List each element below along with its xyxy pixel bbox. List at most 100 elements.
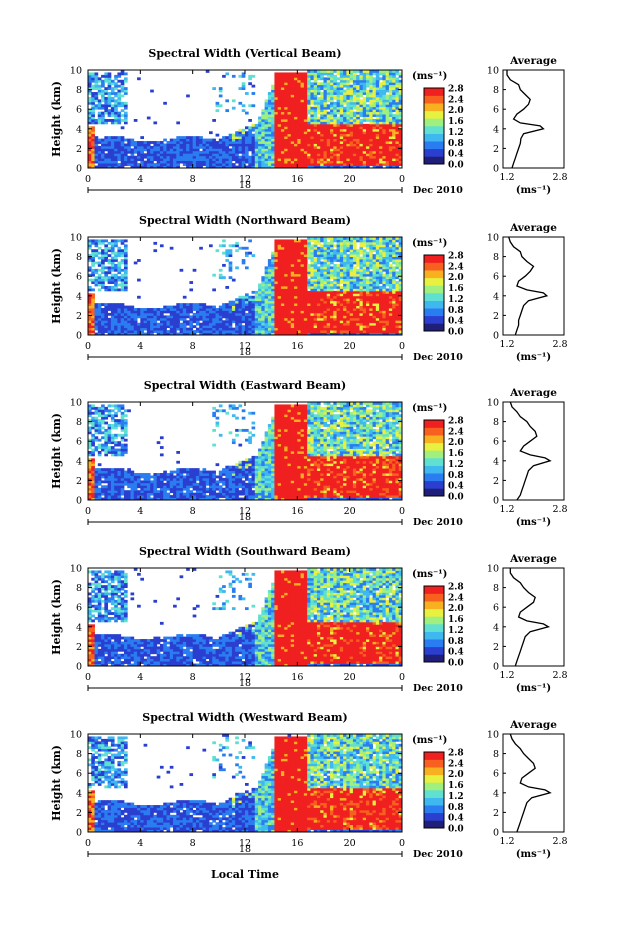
- heatmap-cell: [140, 312, 144, 316]
- heatmap-cell: [290, 165, 295, 169]
- heatmap-cell: [323, 138, 328, 142]
- heatmap-cell: [294, 153, 298, 157]
- heatmap-cell: [330, 106, 334, 110]
- heatmap-cell: [323, 114, 328, 117]
- heatmap-cell: [320, 92, 324, 95]
- heatmap-cell: [330, 246, 334, 250]
- heatmap-cell: [117, 305, 122, 309]
- heatmap-cell: [313, 92, 318, 95]
- heatmap-cell: [277, 303, 282, 306]
- heatmap-cell: [330, 298, 334, 302]
- heatmap-cell: [261, 116, 266, 120]
- heatmap-cell: [343, 295, 347, 299]
- heatmap-cell: [316, 74, 321, 78]
- heatmap-cell: [123, 246, 128, 250]
- heatmap-cell: [101, 99, 105, 103]
- heatmap-cell: [300, 109, 305, 113]
- heatmap-cell: [359, 84, 364, 88]
- heatmap-cell: [271, 141, 275, 144]
- heatmap-cell: [297, 310, 301, 314]
- heatmap-cell: [366, 288, 370, 292]
- heatmap-cell: [392, 104, 396, 108]
- heatmap-cell: [146, 330, 151, 333]
- heatmap-cell: [130, 155, 135, 159]
- heatmap-cell: [297, 244, 301, 248]
- heatmap-cell: [199, 315, 203, 319]
- heatmap-cell: [104, 148, 109, 152]
- heatmap-cell: [343, 290, 347, 294]
- heatmap-cell: [316, 158, 321, 162]
- heatmap-cell: [326, 315, 331, 319]
- heatmap-cell: [385, 138, 390, 142]
- heatmap-cell: [297, 92, 301, 95]
- heatmap-cell: [274, 332, 279, 336]
- heatmap-cell: [150, 330, 154, 333]
- heatmap-cell: [362, 165, 367, 169]
- heatmap-cell: [395, 77, 400, 81]
- heatmap-cell: [375, 109, 380, 113]
- heatmap-cell: [379, 104, 383, 108]
- heatmap-cell: [238, 300, 243, 304]
- heatmap-cell: [245, 251, 249, 255]
- heatmap-cell: [107, 158, 112, 162]
- heatmap-cell: [352, 82, 357, 86]
- heatmap-cell: [320, 261, 324, 265]
- heatmap-cell: [307, 126, 311, 130]
- heatmap-cell: [277, 308, 282, 311]
- heatmap-cell: [326, 141, 331, 144]
- heatmap-cell: [101, 322, 105, 326]
- heatmap-cell: [114, 87, 118, 90]
- heatmap-cell: [303, 300, 308, 304]
- heatmap-cell: [101, 119, 105, 122]
- heatmap-cell: [336, 305, 341, 309]
- heatmap-cell: [316, 278, 321, 282]
- heatmap-cell: [287, 271, 292, 275]
- heatmap-cell: [388, 72, 393, 76]
- heatmap-cell: [140, 150, 144, 154]
- heatmap-cell: [264, 145, 269, 149]
- heatmap-cell: [375, 89, 380, 93]
- heatmap-cell: [398, 123, 403, 127]
- heatmap-cell: [385, 106, 390, 110]
- heatmap-cell: [326, 293, 331, 297]
- heatmap-cell: [359, 128, 364, 132]
- heatmap-cell: [352, 273, 357, 277]
- heatmap-cell: [117, 79, 122, 83]
- heatmap-cell: [287, 256, 292, 260]
- heatmap-cell: [375, 155, 380, 159]
- heatmap-cell: [294, 290, 298, 294]
- heatmap-cell: [356, 109, 360, 113]
- heatmap-cell: [375, 268, 380, 272]
- heatmap-cell: [385, 295, 390, 299]
- heatmap-cell: [146, 155, 151, 159]
- heatmap-cell: [300, 111, 305, 115]
- heatmap-cell: [294, 261, 298, 265]
- heatmap-cell: [359, 244, 364, 248]
- heatmap-cell: [88, 79, 92, 83]
- heatmap-cell: [212, 327, 216, 331]
- heatmap-cell: [388, 87, 393, 90]
- heatmap-cell: [179, 138, 184, 142]
- heatmap-cell: [320, 158, 324, 162]
- heatmap-cell: [307, 148, 311, 152]
- heatmap-cell: [362, 101, 367, 105]
- heatmap-cell: [326, 325, 331, 329]
- heatmap-cell: [277, 104, 282, 108]
- avg-y-tick-label: 10: [487, 66, 499, 77]
- colorbar-swatch: [424, 103, 444, 112]
- heatmap-cell: [379, 82, 383, 86]
- heatmap-cell: [330, 320, 334, 324]
- heatmap-cell: [267, 143, 272, 147]
- heatmap-cell: [110, 138, 115, 142]
- heatmap-cell: [280, 266, 285, 270]
- heatmap-cell: [369, 121, 373, 125]
- heatmap-cell: [330, 141, 334, 144]
- heatmap-cell: [356, 158, 360, 162]
- heatmap-cell: [398, 104, 403, 108]
- heatmap-cell: [362, 317, 367, 321]
- heatmap-cell: [120, 286, 125, 289]
- heatmap-cell: [264, 315, 269, 319]
- heatmap-cell: [356, 94, 360, 98]
- heatmap-cell: [146, 325, 151, 329]
- heatmap-cell: [326, 94, 331, 98]
